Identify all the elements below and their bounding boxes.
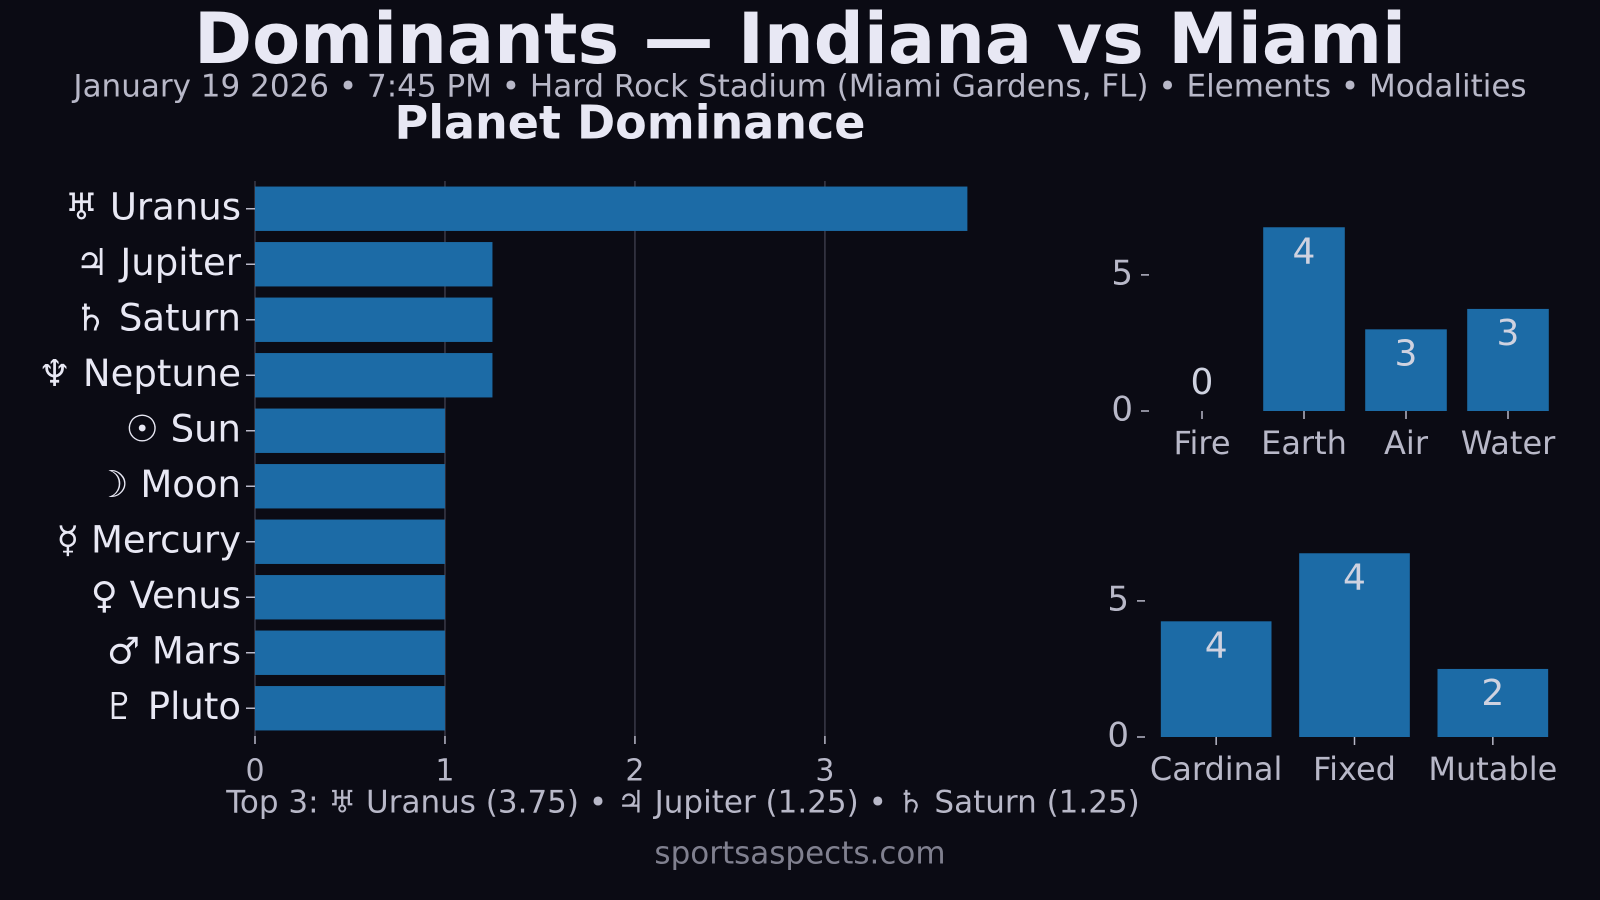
count-label: 3 <box>1497 313 1520 354</box>
bar <box>1160 621 1272 737</box>
x-tick-label: Water <box>1461 424 1556 462</box>
credit: sportsaspects.com <box>654 836 945 872</box>
bar <box>255 408 445 453</box>
y-tick-label: ♇ Pluto <box>103 685 241 728</box>
chart-title: Planet Dominance <box>395 96 866 150</box>
bar <box>1365 329 1447 411</box>
bar <box>255 519 445 564</box>
y-tick-label: 5 <box>1107 579 1129 619</box>
count-label: 4 <box>1293 231 1316 272</box>
count-label: 0 <box>1191 362 1214 403</box>
bar <box>255 186 968 231</box>
y-tick-label: 0 <box>1107 716 1129 756</box>
x-tick-label: 0 <box>245 754 264 789</box>
bar <box>255 353 493 398</box>
bar <box>255 242 493 287</box>
y-tick-label: ♂ Mars <box>107 629 241 672</box>
bar <box>255 297 493 342</box>
bar <box>1299 553 1410 737</box>
x-tick-label: Fixed <box>1313 750 1396 788</box>
bar <box>1437 668 1549 737</box>
bar <box>1263 227 1345 411</box>
x-tick-label: 1 <box>435 754 454 789</box>
y-tick-label: ☽ Moon <box>95 463 241 506</box>
footnote: Top 3: ♅ Uranus (3.75) • ♃ Jupiter (1.25… <box>225 785 1140 821</box>
bar <box>255 575 445 620</box>
bar <box>255 464 445 509</box>
y-tick-label: ☿ Mercury <box>57 518 241 561</box>
x-tick-label: Cardinal <box>1150 750 1283 788</box>
subtitle: January 19 2026 • 7:45 PM • Hard Rock St… <box>71 69 1526 105</box>
y-tick-label: 5 <box>1111 253 1133 293</box>
count-label: 4 <box>1205 625 1228 666</box>
y-tick-label: 0 <box>1111 390 1133 430</box>
count-label: 2 <box>1481 673 1504 714</box>
y-tick-label: ☉ Sun <box>126 407 241 450</box>
count-label: 4 <box>1343 557 1366 598</box>
bar <box>1467 308 1549 411</box>
y-tick-label: ♀ Venus <box>91 574 241 617</box>
x-tick-label: 2 <box>625 754 644 789</box>
x-tick-label: Mutable <box>1428 750 1557 788</box>
x-tick-label: Earth <box>1261 424 1347 462</box>
x-tick-label: Air <box>1384 424 1429 462</box>
bar <box>255 686 445 731</box>
y-tick-label: ♄ Saturn <box>74 296 241 339</box>
count-label: 3 <box>1395 333 1418 374</box>
bar <box>255 630 445 675</box>
x-tick-label: 3 <box>815 754 834 789</box>
y-tick-label: ♆ Neptune <box>38 352 241 395</box>
x-tick-label: Fire <box>1173 424 1230 462</box>
page-title: Dominants — Indiana vs Miami <box>194 0 1406 80</box>
y-tick-label: ♅ Uranus <box>65 185 241 228</box>
y-tick-label: ♃ Jupiter <box>75 241 241 284</box>
